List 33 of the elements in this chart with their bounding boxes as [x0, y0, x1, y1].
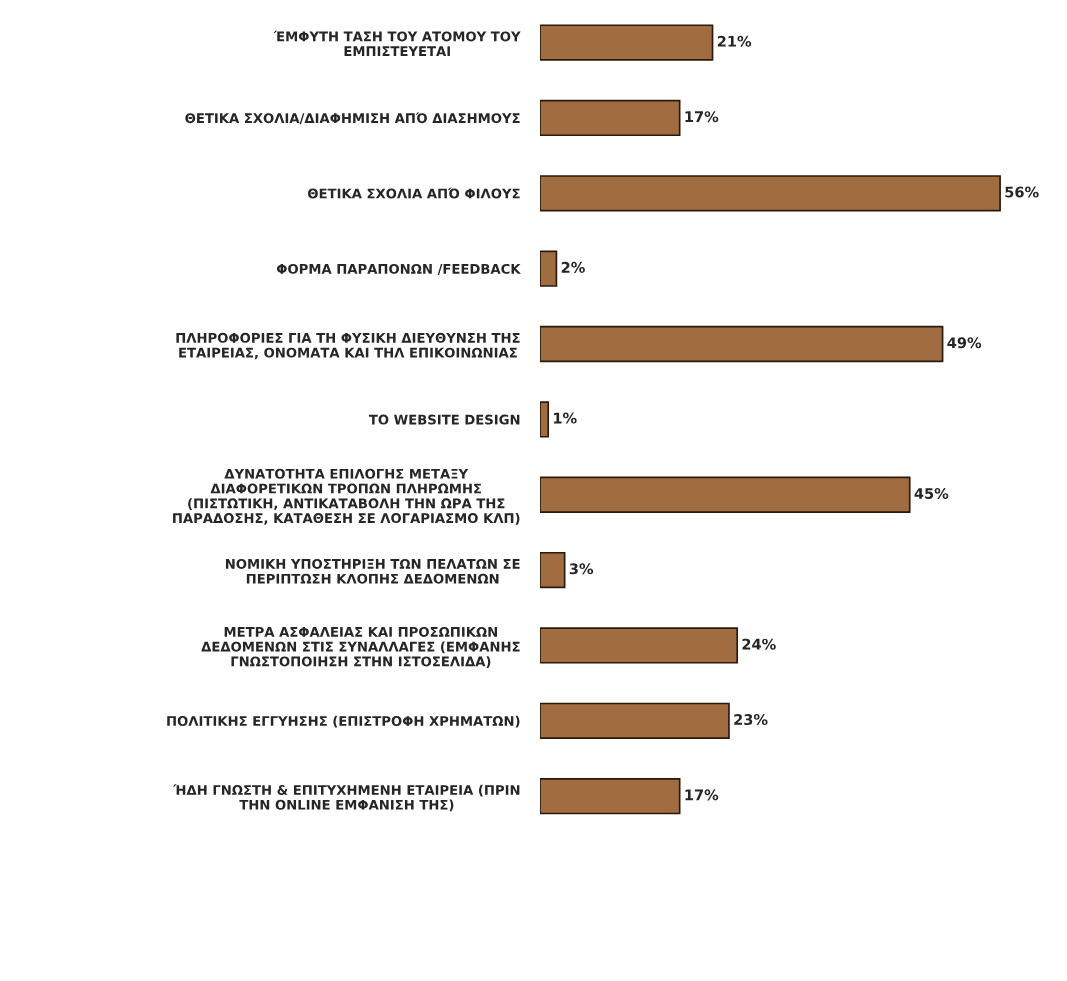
data-label: 24%	[742, 638, 776, 650]
data-label: 49%	[947, 337, 982, 349]
data-label: 45%	[914, 487, 949, 499]
y-tick-label: ΠΟΛΙΤΙΚΗΣ ΕΓΓΥΗΣΗΣ (ΕΠΙΣΤΡΟΦΗ ΧΡΗΜΑΤΩΝ)	[167, 715, 520, 728]
y-tick-label: ΔΥΝΑΤΟΤΗΤΑ ΕΠΙΛΟΓΗΣ ΜΕΤΑΞΥ ΔΙΑΦΟΡΕΤΙΚΩΝ ΤΡΟΠΩΝ ΠΛΗΡΩΜΗΣ (ΠΙΣΤΩΤΙΚΗ, ΑΝΤΙΚΑΤΑΒΟΛΗ ΤΗΝ ΩΡΑ ΤΗΣ ΠΑΡΑΔΟΣΗΣ, ΚΑΤΑΘΕΣΗ ΣΕ ΛΟΓΑΡΙΑΣΜΟ ΚΛΠ)	[173, 468, 520, 525]
data-label: 23%	[734, 714, 768, 726]
bar	[540, 551, 566, 589]
bar	[540, 627, 739, 664]
data-label: 17%	[685, 111, 719, 123]
bar	[540, 401, 550, 438]
y-tick-label: ΦΟΡΜΑ ΠΑΡΑΠΟΝΩΝ /FEEDBACK	[276, 263, 521, 275]
y-tick-label: ΤΟ WEBSITE DESIGN	[368, 414, 520, 425]
bar	[540, 99, 681, 137]
y-tick-label: ΉΔΗ ΓΝΩΣΤΗ & ΕΠΙΤΥΧΗΜΕΝΗ ΕΤΑΙΡΕΙΑ (ΠΡΙΝ ΤΗΝ ONLINE ΕΜΦΑΝΙΣΗ ΤΗΣ)	[172, 784, 520, 812]
data-label: 21%	[717, 35, 752, 47]
y-tick-label: ΝΟΜΙΚΗ ΥΠΟΣΤΗΡΙΞΗ ΤΩΝ ΠΕΛΑΤΩΝ ΣΕ ΠΕΡΙΠΤΩΣΗ ΚΛΟΠΗΣ ΔΕΔΟΜΕΝΩΝ	[225, 558, 520, 584]
y-tick-label: ΠΛΗΡΟΦΟΡΙΕΣ ΓΙΑ ΤΗ ΦΥΣΙΚΗ ΔΙΕΥΘΥΝΣΗ ΤΗΣ ΕΤΑΙΡΕΙΑΣ, ΟΝΟΜΑΤΑ ΚΑΙ ΤΗΛ ΕΠΙΚΟΙΝΩΝΙΑΣ	[176, 332, 520, 360]
data-label: 56%	[1005, 186, 1039, 198]
data-label: 2%	[561, 261, 585, 273]
bar	[540, 476, 911, 513]
data-label: 1%	[554, 412, 577, 424]
y-tick-label: ΘΕΤΙΚΑ ΣΧΟΛΙΑ ΑΠΌ ΦΙΛΟΥΣ	[308, 187, 520, 199]
data-label: 17%	[685, 789, 719, 801]
bar	[540, 24, 714, 61]
y-tick-label: ΘΕΤΙΚΑ ΣΧΟΛΙΑ/ΔΙΑΦΗΜΙΣΗ ΑΠΌ ΔΙΑΣΗΜΟΥΣ	[185, 112, 520, 125]
y-tick-label: ΜΕΤΡΑ ΑΣΦΑΛΕΙΑΣ ΚΑΙ ΠΡΟΣΩΠΙΚΩΝ ΔΕΔΟΜΕΝΩΝ ΣΤΙΣ ΣΥΝΑΛΛΑΓΕΣ (ΕΜΦΑΝΗΣ ΓΝΩΣΤΟΠΟΙΗΣΗ ΣΤΗΝ ΙΣΤΟΣΕΛΙΔΑ)	[201, 626, 520, 668]
bar	[540, 778, 681, 815]
bar	[540, 175, 1001, 212]
data-label: 3%	[569, 563, 594, 575]
y-tick-label: ΈΜΦΥΤΗ ΤΑΣΗ ΤΟΥ ΑΤΟΜΟΥ ΤΟΥ ΕΜΠΙΣΤΕΥΕΤΑΙ	[273, 30, 521, 56]
bar	[540, 250, 558, 287]
bar	[540, 325, 944, 363]
bar	[540, 702, 730, 739]
